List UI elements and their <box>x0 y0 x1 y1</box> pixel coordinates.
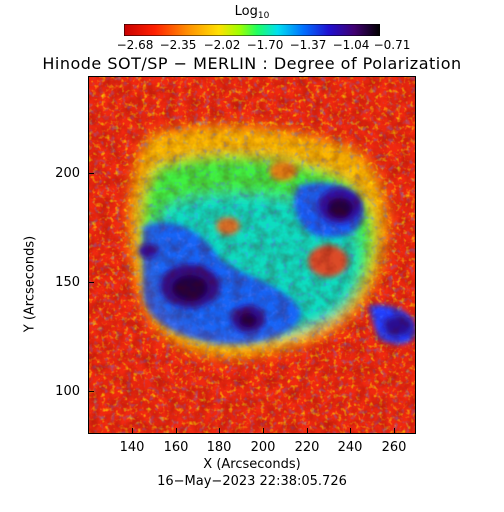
page-title: Hinode SOT/SP − MERLIN : Degree of Polar… <box>42 54 462 73</box>
colorbar-ticks: −2.68 −2.35 −2.02 −1.70 −1.37 −1.04 −0.7… <box>110 38 411 54</box>
x-axis-label: X (Arcseconds) <box>203 457 301 472</box>
colorbar-tick: −1.04 <box>332 38 370 52</box>
observation-timestamp: 16−May−2023 22:38:05.726 <box>157 474 347 489</box>
colorbar <box>124 24 380 36</box>
y-tick-label: 150 <box>55 275 80 290</box>
x-tick-label: 180 <box>206 440 232 455</box>
x-tick-label: 260 <box>381 440 407 455</box>
colorbar-tick: −1.70 <box>246 38 284 52</box>
axes-frame <box>88 173 395 434</box>
colorbar-tick: −2.68 <box>116 38 154 52</box>
colorbar-tick: −2.02 <box>203 38 241 52</box>
polarization-map <box>88 76 416 434</box>
colorbar-tick: −1.37 <box>289 38 327 52</box>
x-tick-label: 140 <box>119 440 145 455</box>
x-tick-label: 160 <box>163 440 189 455</box>
x-tick-label: 200 <box>250 440 276 455</box>
colorbar-title: Log10 <box>234 4 270 21</box>
colorbar-tick: −0.71 <box>373 38 411 52</box>
y-tick-label: 200 <box>55 166 80 181</box>
y-tick-label: 100 <box>55 384 80 399</box>
colorbar-tick: −2.35 <box>159 38 197 52</box>
y-axis-label: Y (Arcseconds) <box>22 235 38 333</box>
x-tick-label: 240 <box>337 440 363 455</box>
x-tick-label: 220 <box>294 440 320 455</box>
